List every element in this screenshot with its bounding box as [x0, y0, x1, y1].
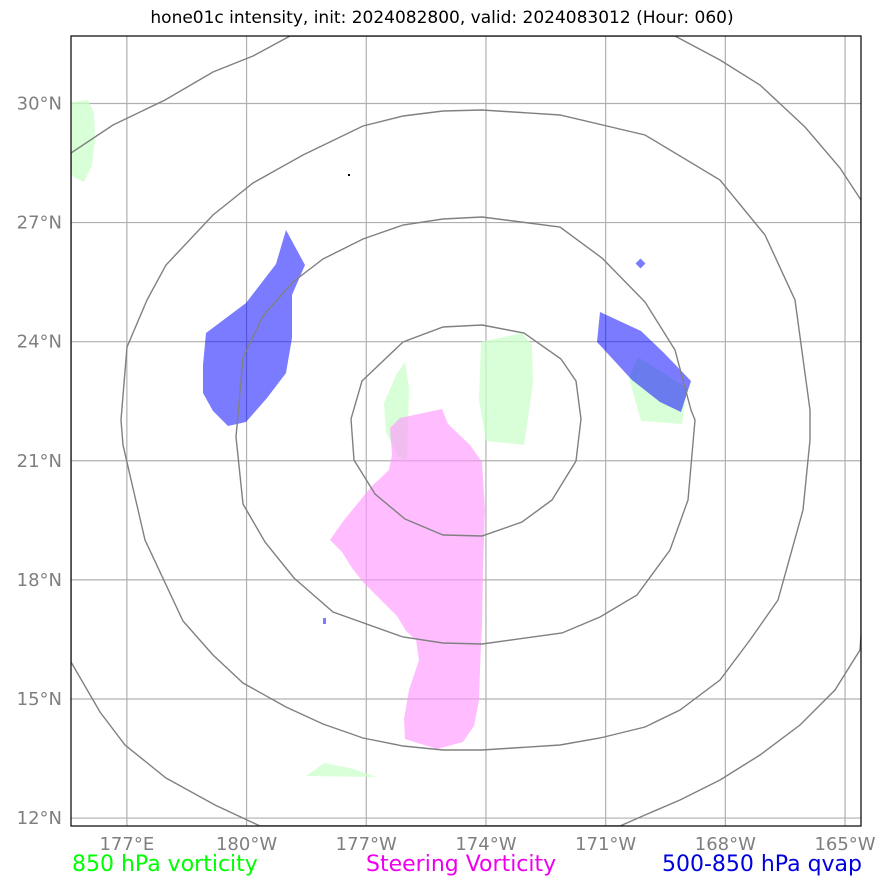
legend-qvap: 500-850 hPa qvap — [661, 852, 862, 877]
steering-vorticity-area — [330, 409, 485, 749]
legend-steering-vorticity: Steering Vorticity — [366, 852, 557, 877]
map-frame — [70, 35, 862, 827]
lat-tick-label: 21°N — [17, 451, 62, 472]
lon-tick-label: 168°W — [695, 834, 756, 855]
vort850-area — [479, 333, 533, 445]
marker-dot — [348, 174, 350, 176]
range-ring — [120, 109, 811, 751]
lat-tick-label: 27°N — [17, 213, 62, 234]
range-ring — [350, 324, 582, 537]
vort850-layer — [71, 100, 687, 777]
map-title: hone01c intensity, init: 2024082800, val… — [150, 8, 734, 28]
qvap-area — [203, 230, 305, 426]
lon-tick-label: 177°W — [336, 834, 397, 855]
lon-tick-label: 174°W — [455, 834, 516, 855]
lon-tick-label: 171°W — [575, 834, 636, 855]
lon-tick-label: 180°W — [216, 834, 277, 855]
lat-tick-label: 18°N — [17, 570, 62, 591]
lat-tick-label: 24°N — [17, 332, 62, 353]
vort850-area — [71, 100, 95, 182]
steering-vorticity-layer — [330, 409, 485, 749]
range-ring — [235, 216, 696, 645]
lat-tick-label: 30°N — [17, 93, 62, 114]
lat-tick-label: 15°N — [17, 689, 62, 710]
longitude-labels: 177°E 180°W 177°W 174°W 171°W 168°W 165°W — [99, 834, 875, 855]
latitude-labels: 30°N 27°N 24°N 21°N 18°N 15°N 12°N — [17, 93, 62, 829]
legend-850-vorticity: 850 hPa vorticity — [72, 852, 258, 877]
range-rings — [71, 36, 861, 826]
qvap-area — [635, 258, 646, 269]
lat-tick-label: 12°N — [17, 808, 62, 829]
qvap-area — [323, 618, 326, 624]
qvap-area — [597, 312, 691, 412]
range-ring — [71, 36, 861, 826]
vort850-area — [306, 763, 376, 777]
qvap-layer — [203, 230, 691, 624]
lon-tick-label: 177°E — [99, 834, 154, 855]
lon-tick-label: 165°W — [814, 834, 875, 855]
